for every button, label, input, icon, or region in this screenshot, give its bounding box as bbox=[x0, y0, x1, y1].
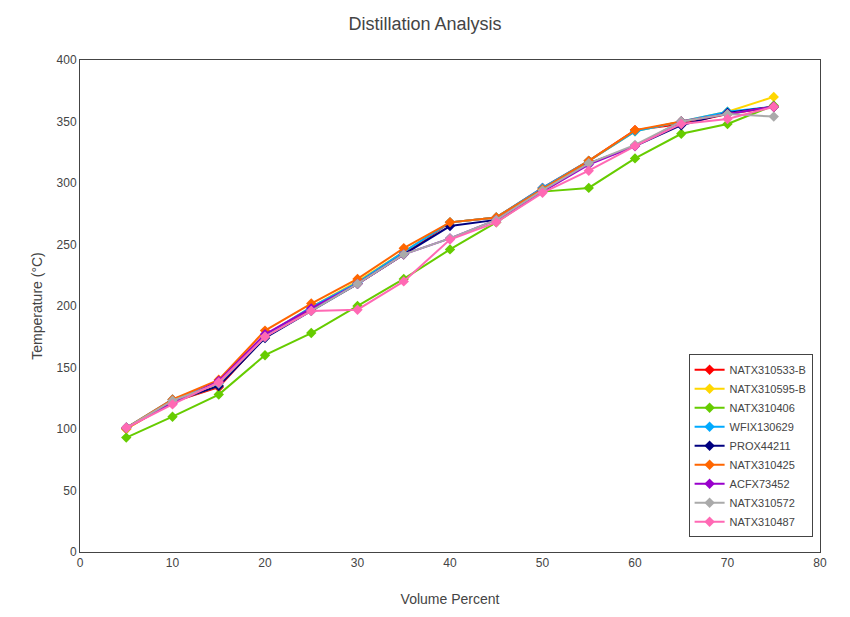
svg-text:NATX310572: NATX310572 bbox=[730, 497, 795, 509]
svg-text:350: 350 bbox=[57, 115, 77, 129]
svg-text:WFIX130629: WFIX130629 bbox=[730, 421, 794, 433]
svg-text:Distillation Analysis: Distillation Analysis bbox=[348, 14, 501, 34]
svg-text:50: 50 bbox=[536, 556, 550, 570]
svg-text:200: 200 bbox=[57, 299, 77, 313]
svg-text:ACFX73452: ACFX73452 bbox=[730, 478, 790, 490]
svg-text:60: 60 bbox=[628, 556, 642, 570]
svg-text:NATX310533-B: NATX310533-B bbox=[730, 364, 806, 376]
svg-text:NATX310425: NATX310425 bbox=[730, 459, 795, 471]
svg-text:70: 70 bbox=[721, 556, 735, 570]
svg-text:NATX310595-B: NATX310595-B bbox=[730, 383, 806, 395]
svg-text:Temperature (°C): Temperature (°C) bbox=[29, 252, 45, 360]
svg-text:Volume Percent: Volume Percent bbox=[401, 591, 500, 607]
svg-text:150: 150 bbox=[57, 361, 77, 375]
svg-text:10: 10 bbox=[166, 556, 180, 570]
svg-text:50: 50 bbox=[63, 484, 77, 498]
svg-text:0: 0 bbox=[77, 556, 84, 570]
svg-text:100: 100 bbox=[57, 422, 77, 436]
svg-text:NATX310406: NATX310406 bbox=[730, 402, 795, 414]
svg-text:300: 300 bbox=[57, 176, 77, 190]
svg-text:NATX310487: NATX310487 bbox=[730, 516, 795, 528]
svg-text:250: 250 bbox=[57, 238, 77, 252]
svg-text:80: 80 bbox=[813, 556, 827, 570]
svg-text:30: 30 bbox=[351, 556, 365, 570]
svg-text:0: 0 bbox=[70, 545, 77, 559]
svg-text:400: 400 bbox=[57, 53, 77, 67]
svg-text:PROX44211: PROX44211 bbox=[730, 440, 791, 452]
svg-text:20: 20 bbox=[258, 556, 272, 570]
svg-text:40: 40 bbox=[443, 556, 457, 570]
